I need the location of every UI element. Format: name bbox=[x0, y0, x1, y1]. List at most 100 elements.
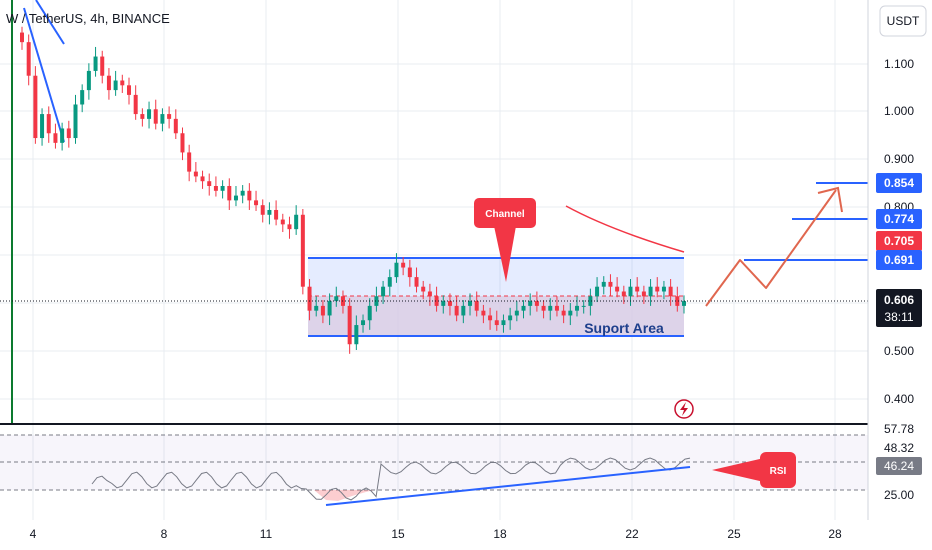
candle-body bbox=[668, 286, 673, 297]
price-tag-0854[interactable]: 0.854 bbox=[876, 173, 922, 193]
forecast-path[interactable] bbox=[705, 189, 837, 307]
resistance-curve[interactable] bbox=[565, 205, 685, 253]
price-tick: 1.000 bbox=[884, 104, 914, 118]
candle-body bbox=[180, 133, 185, 153]
candle-body bbox=[153, 109, 158, 124]
currency-button[interactable]: USDT bbox=[879, 5, 927, 37]
candle-body bbox=[320, 305, 325, 316]
candle-body bbox=[80, 90, 85, 105]
candle-body bbox=[200, 176, 205, 182]
channel-callout[interactable]: Channel bbox=[474, 198, 536, 282]
candle-body bbox=[120, 80, 125, 86]
candle-body bbox=[635, 286, 640, 292]
candle-body bbox=[220, 186, 225, 191]
candle-body bbox=[661, 286, 666, 292]
time-tick: 15 bbox=[391, 527, 405, 541]
wedge-line-left[interactable] bbox=[23, 7, 65, 143]
candle-body bbox=[307, 286, 312, 311]
candle-body bbox=[628, 286, 633, 297]
candle-body bbox=[354, 325, 359, 345]
candle-body bbox=[655, 286, 660, 292]
candle-body bbox=[100, 56, 105, 76]
time-axis: 4 8 11 15 18 22 25 28 bbox=[30, 527, 842, 541]
candle-body bbox=[254, 200, 259, 206]
candles-group bbox=[20, 26, 686, 354]
candle-body bbox=[300, 214, 305, 287]
candle-body bbox=[682, 301, 686, 306]
candle-body bbox=[40, 114, 45, 139]
candle-body bbox=[541, 305, 546, 311]
candle-body bbox=[26, 42, 31, 76]
candle-body bbox=[327, 301, 332, 316]
candle-body bbox=[481, 310, 486, 316]
rsi-value-text: 46.24 bbox=[884, 459, 914, 473]
candle-body bbox=[294, 214, 299, 230]
price-tick: 0.900 bbox=[884, 152, 914, 166]
price-tag-text: 0.705 bbox=[884, 234, 914, 248]
rsi-tick: 48.32 bbox=[884, 441, 914, 455]
wedge-line-right[interactable] bbox=[35, 0, 65, 45]
candle-body bbox=[641, 291, 646, 297]
candle-body bbox=[615, 286, 620, 292]
candle-body bbox=[601, 281, 606, 287]
candle-body bbox=[106, 75, 111, 91]
candle-body bbox=[561, 310, 566, 316]
candle-body bbox=[595, 286, 600, 297]
time-tick: 28 bbox=[828, 527, 842, 541]
lightning-icon[interactable] bbox=[674, 399, 694, 419]
price-tick: 0.500 bbox=[884, 344, 914, 358]
candle-body bbox=[140, 114, 145, 119]
candle-body bbox=[93, 56, 98, 71]
rsi-value-tag[interactable]: 46.24 bbox=[876, 457, 922, 475]
candle-body bbox=[468, 301, 473, 306]
price-tag-last[interactable]: 0.606 38:11 bbox=[876, 289, 922, 327]
candle-body bbox=[193, 171, 198, 177]
candle-body bbox=[675, 296, 680, 306]
candle-body bbox=[86, 70, 91, 91]
price-tag-0691[interactable]: 0.691 bbox=[876, 250, 922, 270]
price-tick: 0.400 bbox=[884, 392, 914, 406]
price-tick: 1.100 bbox=[884, 57, 914, 71]
candle-body bbox=[394, 262, 399, 278]
candle-body bbox=[474, 301, 479, 311]
candle-body bbox=[581, 305, 586, 307]
candle-body bbox=[247, 190, 252, 201]
price-tag-text: 0.854 bbox=[884, 176, 914, 190]
candle-body bbox=[60, 128, 65, 143]
rsi-trendline[interactable] bbox=[325, 466, 691, 506]
candle-body bbox=[387, 277, 392, 287]
candle-body bbox=[421, 286, 426, 292]
rsi-tick: 57.78 bbox=[884, 422, 914, 436]
price-tag-0705[interactable]: 0.705 bbox=[876, 231, 922, 251]
candle-body bbox=[207, 181, 212, 187]
candle-body bbox=[73, 104, 78, 139]
candle-body bbox=[447, 301, 452, 306]
price-tag-text: 0.606 bbox=[884, 293, 914, 307]
candle-body bbox=[213, 186, 218, 191]
candle-body bbox=[53, 133, 58, 143]
candle-body bbox=[568, 310, 573, 316]
time-tick: 18 bbox=[493, 527, 507, 541]
candle-body bbox=[621, 291, 626, 297]
time-tick: 25 bbox=[727, 527, 741, 541]
candle-body bbox=[361, 320, 366, 326]
candle-body bbox=[126, 85, 131, 95]
candle-body bbox=[381, 286, 386, 297]
price-tag-0774[interactable]: 0.774 bbox=[876, 209, 922, 229]
candle-body bbox=[240, 190, 245, 196]
rsi-callout[interactable]: RSI bbox=[712, 452, 796, 488]
support-area-label: Suport Area bbox=[584, 320, 664, 336]
candle-body bbox=[514, 310, 519, 316]
candle-body bbox=[160, 114, 165, 124]
candle-body bbox=[494, 320, 499, 326]
rsi-callout-text: RSI bbox=[770, 466, 787, 477]
candle-body bbox=[528, 301, 533, 306]
candle-body bbox=[414, 277, 419, 287]
candle-body bbox=[46, 114, 51, 134]
chart-title: W / TetherUS, 4h, BINANCE bbox=[6, 11, 170, 26]
candle-body bbox=[401, 262, 406, 268]
candle-body bbox=[334, 296, 339, 302]
candle-body bbox=[374, 296, 379, 306]
price-tag-text: 0.691 bbox=[884, 253, 914, 267]
